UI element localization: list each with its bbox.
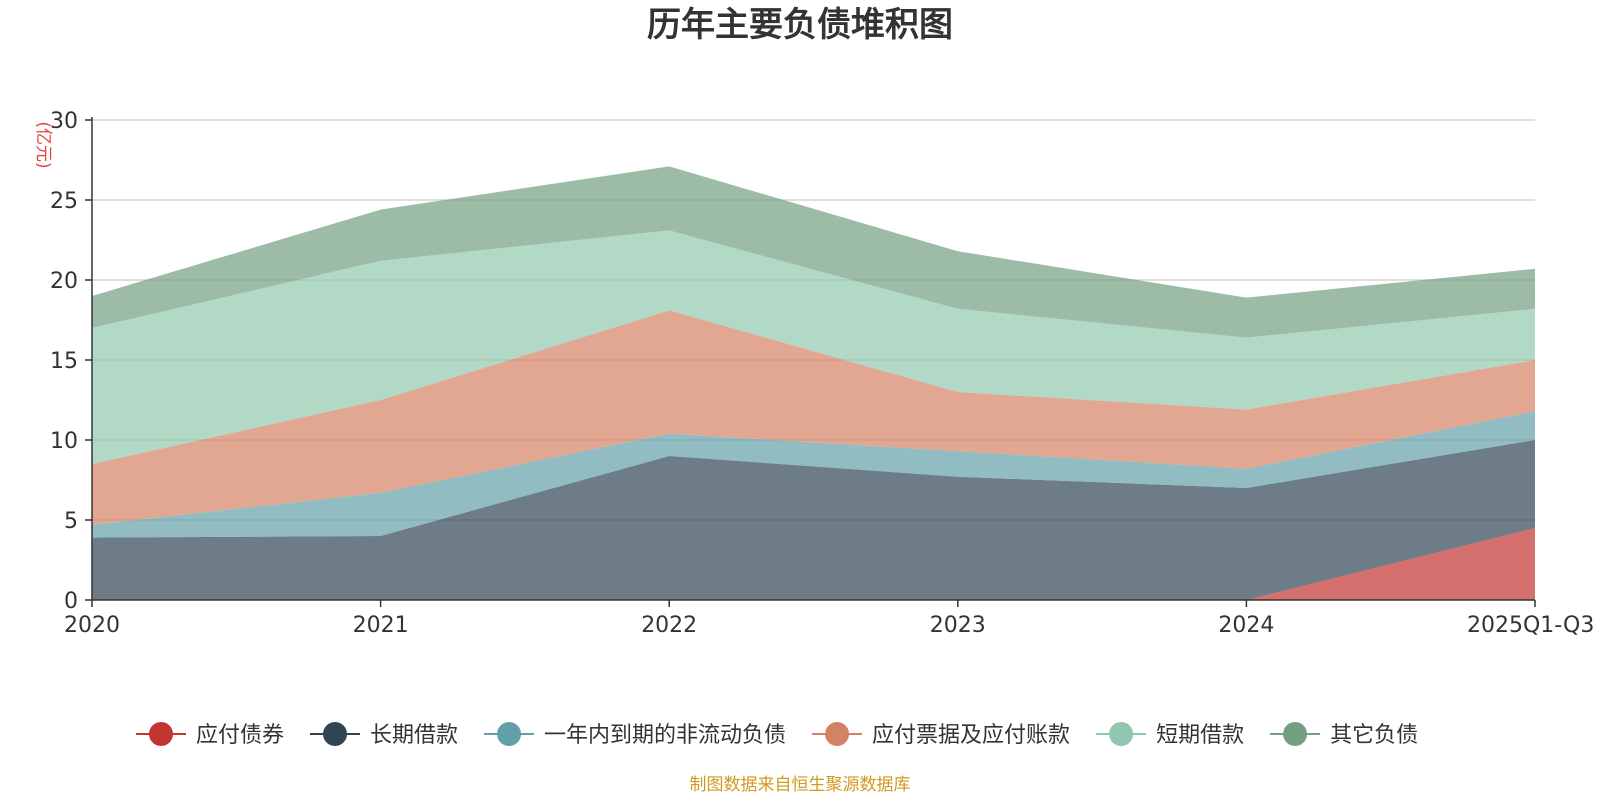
legend-label: 应付债券: [196, 723, 284, 748]
legend-marker: [1109, 722, 1134, 746]
legend-label: 一年内到期的非流动负债: [544, 723, 786, 748]
legend-label: 短期借款: [1156, 723, 1244, 748]
legend-item-4[interactable]: 短期借款: [1096, 722, 1244, 748]
legend-marker: [497, 722, 522, 746]
x-tick-label: 2024: [1218, 613, 1274, 638]
data-source-note: 制图数据来自恒生聚源数据库: [690, 775, 911, 795]
legend-label: 应付票据及应付账款: [872, 723, 1070, 748]
legend-label: 其它负债: [1330, 723, 1418, 748]
area-series-3: [92, 310, 1535, 525]
area-series-5: [92, 166, 1535, 338]
legend-marker: [323, 722, 348, 746]
x-tick-label: 2025Q1-Q3: [1467, 613, 1594, 638]
legend-marker: [825, 722, 850, 746]
legend-item-2[interactable]: 一年内到期的非流动负债: [484, 722, 786, 748]
legend-label: 长期借款: [370, 723, 458, 748]
legend-item-1[interactable]: 长期借款: [310, 722, 458, 748]
area-series: [92, 166, 1535, 600]
area-series-0: [92, 528, 1535, 600]
x-tick-label: 2022: [641, 613, 697, 638]
y-tick-label: 10: [50, 429, 78, 454]
x-tick-label: 2023: [930, 613, 986, 638]
chart-title: 历年主要负债堆积图: [647, 5, 953, 45]
y-tick-label: 20: [50, 269, 78, 294]
area-series-1: [92, 440, 1535, 600]
legend-marker: [1283, 722, 1308, 746]
y-tick-label: 0: [64, 589, 78, 614]
legend: 应付债券 长期借款 一年内到期的非流动负债 应付票据及应付账款 短期借款 其它负债: [136, 722, 1418, 748]
area-series-2: [92, 411, 1535, 538]
area-series-4: [92, 230, 1535, 464]
y-tick-label: 15: [50, 349, 78, 374]
legend-item-5[interactable]: 其它负债: [1270, 722, 1418, 748]
legend-item-3[interactable]: 应付票据及应付账款: [812, 722, 1070, 748]
legend-marker: [149, 722, 173, 746]
y-tick-label: 25: [50, 189, 78, 214]
x-tick-label: 2021: [353, 613, 409, 638]
legend-item-0[interactable]: 应付债券: [136, 722, 284, 748]
axes: 0 5 10 15 20 25 30 2020 2021 2022 2023 2024 2025Q1-Q…: [50, 109, 1594, 638]
y-tick-label: 30: [50, 109, 78, 134]
y-tick-label: 5: [64, 509, 78, 534]
y-axis-unit: (亿元): [33, 121, 53, 168]
x-tick-label: 2020: [64, 613, 120, 638]
